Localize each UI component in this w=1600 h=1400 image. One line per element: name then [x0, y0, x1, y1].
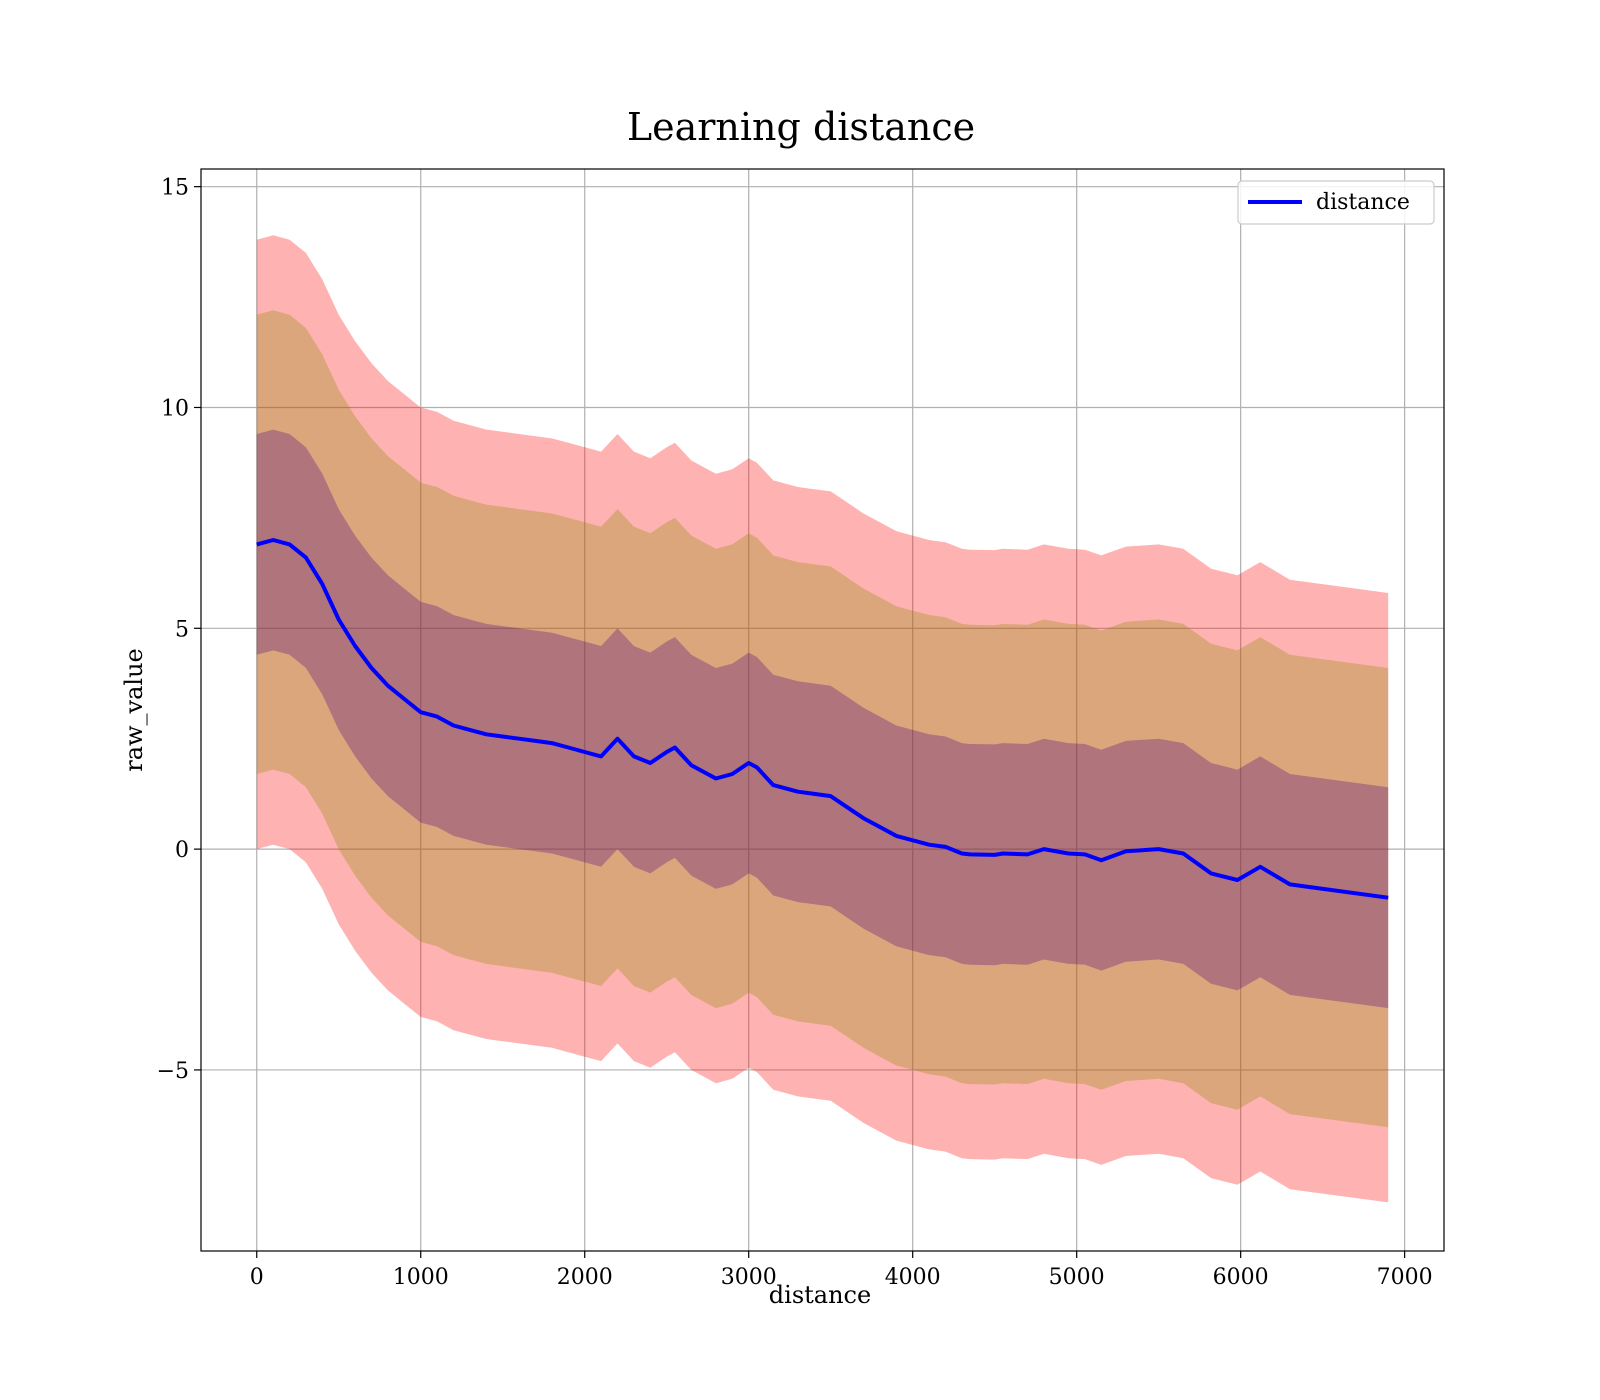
plot-frame — [200, 168, 1445, 1252]
x-axis-label: distance — [769, 1281, 871, 1309]
y-tick-label: 0 — [175, 838, 189, 863]
x-tick-label: 2000 — [557, 1265, 613, 1290]
y-tick-label: 15 — [161, 176, 189, 201]
legend: distance — [1237, 180, 1435, 225]
y-tick-label: 5 — [175, 617, 189, 642]
legend-label-distance: distance — [1316, 190, 1410, 215]
series-line-distance — [256, 538, 1389, 900]
confidence-band-1 — [256, 235, 1389, 1203]
x-tick-label: 0 — [250, 1265, 264, 1290]
confidence-band-2 — [256, 310, 1389, 1128]
x-tick-label: 5000 — [1049, 1265, 1105, 1290]
y-tick-label: −5 — [157, 1059, 189, 1084]
x-tick-label: 4000 — [885, 1265, 941, 1290]
x-tick-label: 1000 — [393, 1265, 449, 1290]
confidence-band-3 — [256, 429, 1389, 1009]
chart-title: Learning distance — [627, 105, 975, 149]
x-tick-label: 6000 — [1213, 1265, 1269, 1290]
legend-box — [1237, 180, 1435, 225]
x-tick-label: 7000 — [1377, 1265, 1433, 1290]
x-tick-label: 3000 — [721, 1265, 777, 1290]
plot-area: 0 1000 2000 3000 4000 5000 6000 7000 −5 0 5 10 15 dis… — [157, 168, 1445, 1290]
y-axis-label: raw_value — [120, 648, 148, 772]
y-tick-label: 10 — [161, 396, 189, 421]
